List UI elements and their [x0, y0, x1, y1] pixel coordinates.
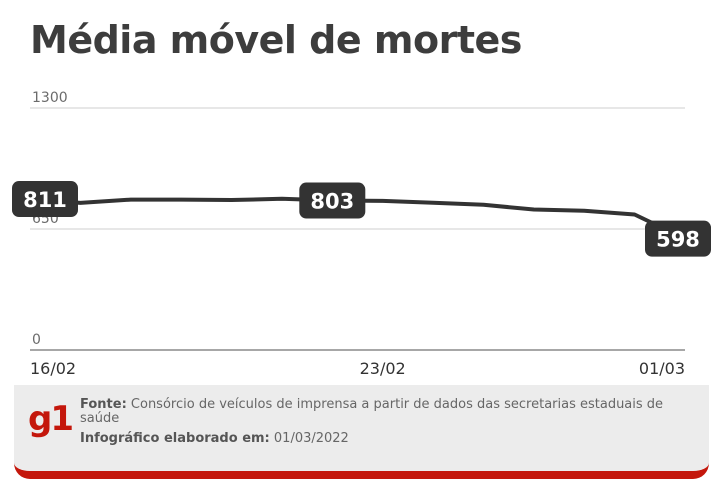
source-note: Fonte: Consórcio de veículos de imprensa… — [80, 398, 680, 426]
x-tick-label: 23/02 — [360, 359, 406, 378]
data-label-box — [299, 182, 366, 219]
x-tick-label: 16/02 — [30, 359, 76, 378]
y-tick-label: 0 — [32, 332, 41, 348]
y-tick-label: 1300 — [32, 90, 68, 106]
made-date: 01/03/2022 — [269, 431, 349, 446]
data-label: 811 — [12, 181, 78, 218]
footer: g1 Fonte: Consórcio de veículos de impre… — [14, 385, 709, 479]
data-label-text: 811 — [23, 188, 67, 212]
data-label-text: 598 — [656, 228, 700, 252]
x-tick-label: 01/03 — [639, 359, 685, 378]
g1-logo: g1 — [28, 399, 74, 439]
made-note: Infográfico elaborado em: 01/03/2022 — [80, 431, 349, 446]
made-label: Infográfico elaborado em: — [80, 431, 270, 446]
data-label-box — [12, 181, 78, 218]
data-label: 803 — [299, 182, 366, 219]
data-label-box — [645, 220, 711, 257]
source-text: Consórcio de veículos de imprensa a part… — [80, 397, 664, 426]
grid-lines — [30, 107, 685, 351]
data-label-text: 803 — [310, 190, 354, 214]
data-labels: 811 803 598 — [12, 181, 711, 257]
data-label: 598 — [645, 220, 711, 257]
chart-title: Média móvel de mortes — [30, 18, 522, 62]
x-axis-ticks: 16/02 23/02 01/03 — [30, 359, 685, 378]
source-label: Fonte: — [80, 397, 127, 412]
